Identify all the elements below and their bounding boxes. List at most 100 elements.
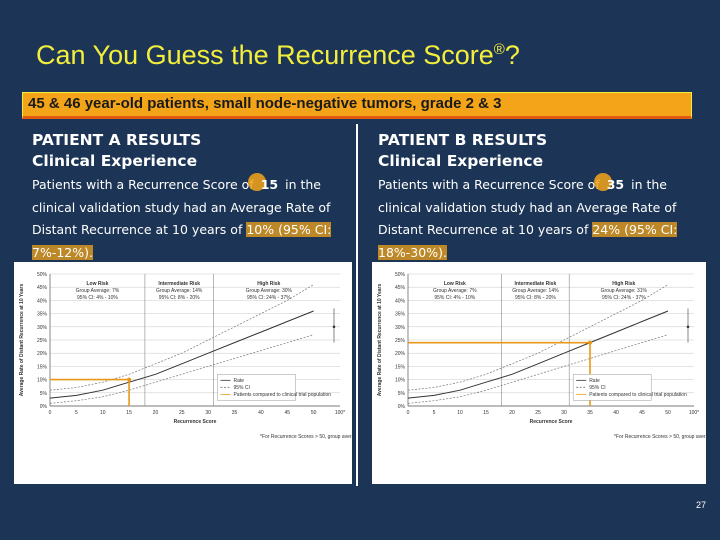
y-axis-title: Average Rate of Distant Recurrence at 10… [377,284,383,397]
x-axis-title: Recurrence Score [530,419,573,425]
legend-label: Rate [233,378,244,384]
x-tick-label: 50 [665,410,671,416]
highlight-point [588,340,592,345]
y-tick-label: 35% [395,312,406,318]
patient-b-score-wrap: 35 [593,173,627,192]
region-label: Low Risk [444,281,466,287]
y-tick-label: 20% [395,351,406,357]
region-ci: 95% CI: 24% - 37% [247,295,291,301]
x-tick-label: 0 [407,410,410,416]
region-label: High Risk [257,281,280,287]
x-tick-label: 25 [179,410,185,416]
region-average: Group Average: 30% [246,288,293,294]
region-average: Group Average: 14% [156,288,203,294]
group-average-point [332,325,336,329]
chart-a: 0% 5% 10% 15% 20% 25% 30% 35% 40% 45% 50% 0 5 10 15 20 2… [19,272,352,440]
y-tick-label: 30% [395,325,406,331]
region-average: Group Average: 7% [433,288,477,294]
score-marker-icon [593,173,612,191]
ci-upper-line [407,284,669,391]
region-ci: 95% CI: 24% - 37% [602,295,646,301]
y-tick-label: 50% [395,272,406,278]
patient-a-text: Patients with a Recurrence Score of 15 i… [32,173,332,264]
region-average: Group Average: 31% [601,288,648,294]
patient-banner: 45 & 46 year-old patients, small node-ne… [22,92,692,119]
legend-label: Rate [589,378,600,384]
patient-b-score: 35 [606,177,625,192]
region-ci: 95% CI: 4% - 10% [434,295,475,301]
legend-label: 95% CI [589,385,605,391]
ci-upper-line [49,284,314,391]
patient-a-score-wrap: 15 [247,173,281,192]
y-tick-label: 5% [40,391,48,397]
x-tick-label: 15 [483,410,489,416]
y-tick-label: 50% [37,272,48,278]
patient-b-heading2: Clinical Experience [378,152,544,170]
patient-b-heading: PATIENT B RESULTS Clinical Experience [378,130,547,172]
ci-lower-line [407,334,669,404]
y-tick-label: 5% [398,391,406,397]
title-suffix: ? [504,40,520,70]
title-text: Can You Guess the Recurrence Score [36,40,494,70]
region-label: High Risk [612,281,635,287]
legend-label: 95% CI [233,385,249,391]
patient-b-text-mid: in the clinical validation study had an … [378,177,677,237]
x-tick-label: 5 [433,410,436,416]
region-ci: 95% CI: 8% - 20% [515,295,556,301]
highlight-point [127,377,132,382]
x-tick-label: 20 [509,410,515,416]
region-average: Group Average: 7% [76,288,120,294]
rate-line [49,310,314,399]
chart-a-panel: 0% 5% 10% 15% 20% 25% 30% 35% 40% 45% 50% 0 5 10 15 20 2… [14,262,352,484]
region-label: Low Risk [86,281,108,287]
x-tick-label: 35 [587,410,593,416]
patient-a-text-before: Patients with a Recurrence Score of [32,177,254,192]
y-tick-label: 35% [37,312,48,318]
banner-text: 45 & 46 year-old patients, small node-ne… [28,95,502,112]
panel-divider [356,124,358,486]
x-tick-label: 45 [639,410,645,416]
x-tick-label: 50 [311,410,317,416]
region-ci: 95% CI: 4% - 10% [77,295,118,301]
region-label: Intermediate Risk [515,281,557,287]
patient-a-heading1: PATIENT A RESULTS [32,131,202,149]
region-label: Intermediate Risk [158,281,200,287]
banner-border [22,92,692,119]
y-tick-label: 30% [37,325,48,331]
patient-b-heading1: PATIENT B RESULTS [378,131,548,149]
rate-line [407,310,669,399]
region-ci: 95% CI: 8% - 20% [159,295,200,301]
x-tick-label: 100* [335,410,345,416]
x-tick-label: 20 [153,410,159,416]
x-tick-label: 5 [75,410,78,416]
legend-box [572,374,652,401]
y-tick-label: 45% [37,285,48,291]
x-axis-title: Recurrence Score [174,419,217,425]
legend-label: Patients compared to clinical trial popu… [233,392,331,398]
x-tick-label: 30 [561,410,567,416]
region-average: Group Average: 14% [512,288,559,294]
patient-a-text-mid: in the clinical validation study had an … [32,177,331,237]
y-tick-label: 15% [37,364,48,370]
footnote: *For Recurrence Scores > 50, group avera… [260,434,352,440]
x-tick-label: 40 [613,410,619,416]
y-tick-label: 25% [37,338,48,344]
legend-label: Patients compared to clinical trial popu… [589,392,687,398]
x-tick-label: 10 [100,410,106,416]
x-tick-label: 10 [457,410,463,416]
legend-box [217,374,296,401]
y-tick-label: 10% [37,378,48,384]
patient-a-score: 15 [260,177,279,192]
x-tick-label: 30 [205,410,211,416]
patient-a-heading2: Clinical Experience [32,152,198,170]
patient-b-text-before: Patients with a Recurrence Score of [378,177,600,192]
patient-b-text: Patients with a Recurrence Score of 35 i… [378,173,678,264]
page-number: 27 [695,500,706,510]
y-tick-label: 40% [37,298,48,304]
y-tick-label: 45% [395,285,406,291]
x-tick-label: 15 [126,410,132,416]
y-tick-label: 10% [395,378,406,384]
y-tick-label: 15% [395,364,406,370]
registered-mark: ® [493,41,505,58]
